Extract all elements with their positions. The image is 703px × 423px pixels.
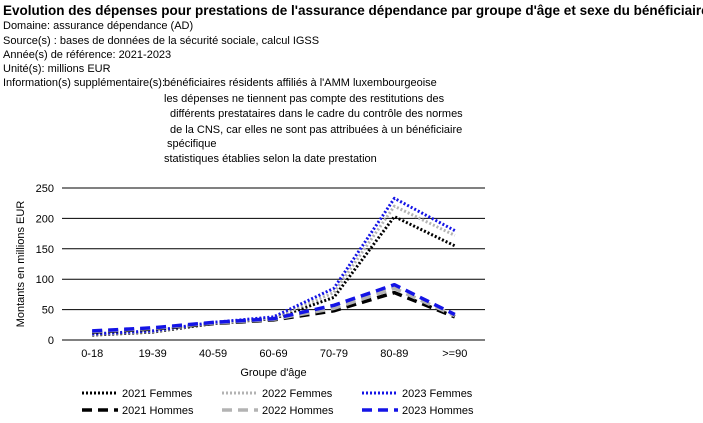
series-line — [92, 290, 456, 334]
x-tick-label: 60-69 — [259, 348, 287, 360]
y-tick-label: 150 — [36, 244, 54, 256]
y-tick-label: 100 — [36, 274, 54, 286]
legend-label: 2023 Hommes — [402, 405, 474, 417]
series-line — [92, 282, 456, 333]
x-tick-label: 40-59 — [199, 348, 227, 360]
x-tick-label: 0-18 — [81, 348, 103, 360]
y-tick-label: 0 — [48, 335, 54, 347]
legend-label: 2021 Hommes — [122, 405, 194, 417]
y-tick-label: 250 — [36, 183, 54, 195]
series-line — [92, 196, 456, 336]
source-text: Source(s) : bases de données de la sécur… — [3, 35, 320, 47]
legend-label: 2023 Femmes — [402, 388, 473, 400]
legend-label: 2022 Femmes — [262, 388, 333, 400]
unit-text: Unité(s): millions EUR — [3, 63, 111, 75]
reference-year-text: Année(s) de référence: 2021-2023 — [3, 49, 172, 61]
legend-label: 2022 Hommes — [262, 405, 334, 417]
x-axis-title: Groupe d'âge — [240, 367, 306, 379]
x-tick-label: 70-79 — [320, 348, 348, 360]
info-line: de la CNS, car elles ne sont pas attribu… — [170, 124, 463, 136]
info-line: les dépenses ne tiennent pas compte des … — [164, 93, 445, 105]
y-tick-label: 50 — [42, 305, 54, 317]
info-label: Information(s) supplémentaire(s): — [3, 77, 166, 89]
legend-label: 2021 Femmes — [122, 388, 193, 400]
x-tick-label: >=90 — [442, 348, 467, 360]
chart-title: Evolution des dépenses pour prestations … — [3, 3, 703, 18]
y-tick-label: 200 — [36, 213, 54, 225]
info-line: spécifique — [167, 138, 217, 150]
y-axis-title: Montants en millions EUR — [15, 201, 27, 328]
domain-text: Domaine: assurance dépendance (AD) — [3, 20, 194, 32]
series-line — [92, 204, 456, 336]
info-line: statistiques établies selon la date pres… — [164, 153, 377, 165]
info-line: différents prestataires dans le cadre du… — [170, 108, 463, 120]
x-tick-label: 80-89 — [380, 348, 408, 360]
x-tick-label: 19-39 — [139, 348, 167, 360]
info-line: bénéficiaires résidents affiliés à l'AMM… — [164, 77, 437, 89]
